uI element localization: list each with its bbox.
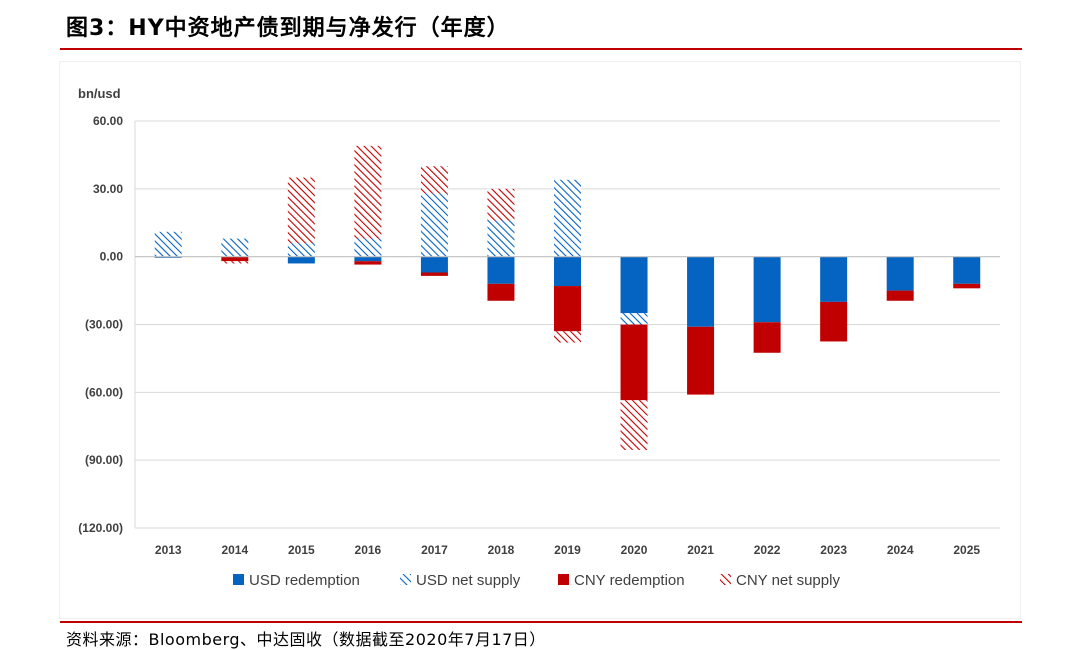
- unit-label: bn/usd: [78, 86, 121, 101]
- legend-label: USD redemption: [249, 572, 360, 589]
- bar-usd-redemption-2021: [687, 256, 715, 327]
- bar-usd-redemption-2015: [287, 256, 315, 264]
- bar-cny-net-supply-2020: [620, 400, 648, 450]
- bar-cny-net-supply-2018: [487, 188, 515, 221]
- legend-label: USD net supply: [416, 572, 521, 589]
- x-tick-label: 2021: [687, 543, 714, 557]
- y-tick-label: (60.00): [85, 385, 123, 399]
- bar-usd-net-supply-2013: [154, 231, 182, 257]
- bar-cny-redemption-2022: [753, 322, 781, 353]
- legend-swatch-cny-net-supply: [720, 574, 731, 585]
- bar-usd-redemption-2018: [487, 256, 515, 284]
- bar-usd-net-supply-2018: [487, 220, 515, 257]
- bar-usd-net-supply-2016: [354, 238, 382, 257]
- y-tick-label: (90.00): [85, 453, 123, 467]
- bar-cny-redemption-2023: [820, 301, 848, 342]
- bar-usd-redemption-2023: [820, 256, 848, 302]
- bar-cny-net-supply-2017: [420, 166, 448, 194]
- x-tick-label: 2025: [953, 543, 980, 557]
- y-tick-label: 60.00: [93, 114, 123, 128]
- bar-cny-net-supply-2016: [354, 145, 382, 239]
- x-tick-label: 2024: [887, 543, 914, 557]
- stacked-bar-chart: bn/usd 60.00 30.00 0.00 (30.00) (60.00) (90.0…: [78, 86, 1000, 589]
- legend-swatch-usd-net-supply: [400, 574, 411, 585]
- y-tick-label: 0.00: [100, 250, 124, 264]
- bar-usd-net-supply-2015: [287, 243, 315, 257]
- bar-usd-redemption-2017: [420, 256, 448, 273]
- source-note: 资料来源：Bloomberg、中达固收（数据截至2020年7月17日）: [66, 630, 546, 649]
- bar-usd-net-supply-2020: [620, 313, 648, 325]
- x-tick-label: 2017: [421, 543, 448, 557]
- bar-cny-redemption-2024: [886, 290, 914, 301]
- bar-cny-redemption-2021: [687, 326, 715, 395]
- y-tick-label: 30.00: [93, 182, 123, 196]
- x-tick-label: 2022: [754, 543, 781, 557]
- bar-usd-redemption-2016: [354, 256, 382, 262]
- bar-usd-redemption-2022: [753, 256, 781, 323]
- bar-cny-redemption-2017: [420, 272, 448, 276]
- x-tick-label: 2018: [488, 543, 515, 557]
- bar-cny-redemption-2016: [354, 261, 382, 265]
- bars: [154, 145, 981, 450]
- title-divider: [60, 48, 1022, 50]
- legend-swatch-usd-redemption: [233, 574, 244, 585]
- bar-usd-redemption-2019: [554, 256, 581, 287]
- legend-label: CNY redemption: [574, 572, 685, 589]
- x-tick-label: 2020: [621, 543, 648, 557]
- bar-usd-redemption-2025: [953, 256, 981, 284]
- bar-usd-net-supply-2019: [554, 179, 581, 257]
- legend: USD redemption USD net supply CNY redempti…: [233, 572, 840, 589]
- x-tick-label: 2013: [155, 543, 182, 557]
- bar-cny-redemption-2019: [554, 286, 581, 332]
- x-tick-label: 2019: [554, 543, 581, 557]
- bar-usd-net-supply-2017: [420, 193, 448, 257]
- bar-cny-net-supply-2014: [221, 261, 249, 264]
- y-tick-label: (30.00): [85, 318, 123, 332]
- bar-cny-redemption-2025: [953, 283, 981, 289]
- bar-usd-net-supply-2014: [221, 238, 249, 257]
- bar-usd-redemption-2024: [886, 256, 914, 291]
- bar-cny-redemption-2018: [487, 283, 515, 301]
- bar-usd-redemption-2020: [620, 256, 648, 314]
- chart-title: 图3：HY中资地产债到期与净发行（年度）: [66, 16, 510, 41]
- bar-cny-net-supply-2015: [287, 177, 315, 244]
- x-tick-label: 2023: [820, 543, 847, 557]
- bar-cny-redemption-2020: [620, 324, 648, 401]
- axes: 60.00 30.00 0.00 (30.00) (60.00) (90.00) (120.…: [78, 114, 1000, 557]
- bar-cny-redemption-2014: [221, 256, 249, 262]
- x-tick-label: 2014: [221, 543, 248, 557]
- legend-swatch-cny-redemption: [558, 574, 569, 585]
- bar-cny-net-supply-2019: [554, 331, 581, 343]
- legend-label: CNY net supply: [736, 572, 840, 589]
- chart-panel: bn/usd 60.00 30.00 0.00 (30.00) (60.00) (90.0…: [60, 62, 1020, 618]
- y-tick-label: (120.00): [78, 521, 123, 535]
- x-tick-label: 2016: [355, 543, 382, 557]
- x-tick-label: 2015: [288, 543, 315, 557]
- source-divider: [60, 621, 1022, 623]
